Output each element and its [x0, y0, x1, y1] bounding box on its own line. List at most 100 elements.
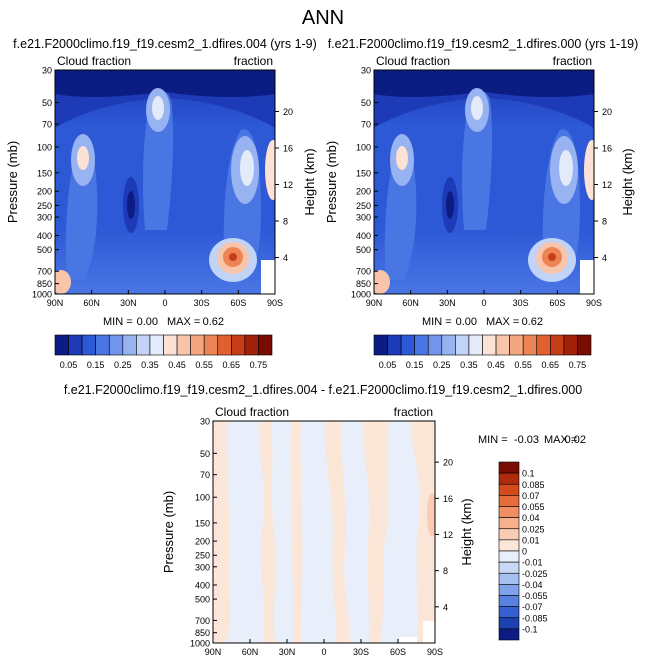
colorbar-swatch	[414, 334, 429, 356]
positive-anomaly-3	[290, 421, 303, 643]
colorbar-swatch	[387, 334, 402, 356]
positive-anomaly-1	[213, 421, 231, 643]
colorbar-label: -0.04	[522, 580, 543, 590]
colorbar-swatch	[176, 334, 191, 356]
colorbar-swatch	[400, 334, 415, 356]
panel-3-ylabel: Pressure (mb)	[161, 491, 176, 573]
subtropical-dry-core	[446, 191, 454, 219]
pressure-tick-label: 30	[200, 417, 210, 427]
pressure-tick-label: 300	[37, 213, 52, 223]
pressure-tick-label: 400	[195, 580, 210, 590]
colorbar-label: -0.085	[522, 613, 548, 623]
antarctic-terrain	[261, 260, 275, 294]
pressure-tick-label: 300	[195, 562, 210, 572]
panel-2-left-label: Cloud fraction	[376, 54, 450, 68]
panel-2-axes: 305070100150200250300400500700850100090N…	[351, 66, 612, 309]
panel-1-ylabel: Pressure (mb)	[5, 141, 20, 223]
pressure-tick-label: 100	[356, 142, 371, 152]
panel-1-axes: 305070100150200250300400500700850100090N…	[32, 66, 293, 309]
latitude-tick-label: 0	[321, 647, 326, 657]
arctic-low-cloud	[374, 270, 390, 294]
page-title: ANN	[302, 7, 344, 29]
panel-2-colorbar: 0.05 0.15 0.25 0.35 0.45 0.55 0.65 0.75	[373, 334, 592, 370]
latitude-tick-label: 30S	[353, 647, 369, 657]
sh-storm-track-core	[559, 150, 573, 186]
colorbar-swatch	[373, 334, 388, 356]
latitude-tick-label: 90N	[205, 647, 222, 657]
colorbar-swatch	[498, 528, 520, 541]
colorbar-swatch	[498, 561, 520, 574]
pressure-tick-label: 250	[195, 551, 210, 561]
panel-3-left-label: Cloud fraction	[215, 405, 289, 419]
height-tick-label: 4	[602, 253, 607, 263]
colorbar-swatch	[498, 550, 520, 563]
pressure-tick-label: 50	[200, 449, 210, 459]
panel-2-title: f.e21.F2000climo.f19_f19.cesm2_1.dfires.…	[328, 37, 639, 51]
colorbar-swatch	[190, 334, 205, 356]
missing-strip	[399, 637, 417, 643]
panel-2-max-value: 0.62	[522, 316, 543, 328]
colorbar-swatch	[455, 334, 470, 356]
pressure-tick-label: 100	[195, 493, 210, 503]
colorbar-swatch	[482, 334, 497, 356]
pressure-tick-label: 850	[195, 628, 210, 638]
colorbar-swatch	[498, 517, 520, 530]
pressure-tick-label: 400	[37, 231, 52, 241]
colorbar-label: 0.1	[522, 469, 535, 479]
panel-1-title: f.e21.F2000climo.f19_f19.cesm2_1.dfires.…	[13, 37, 317, 51]
colorbar-label: 0.55	[514, 360, 532, 370]
panel-2-max-label: MAX =	[486, 316, 519, 328]
colorbar-swatch	[498, 539, 520, 552]
latitude-tick-label: 30N	[120, 298, 137, 308]
colorbar-label: 0.55	[195, 360, 213, 370]
latitude-tick-label: 90S	[586, 298, 602, 308]
colorbar-swatch	[258, 334, 273, 356]
colorbar-label: 0.085	[522, 480, 545, 490]
panel-3-right-label: fraction	[394, 405, 433, 419]
colorbar-swatch	[81, 334, 96, 356]
pressure-tick-label: 200	[356, 187, 371, 197]
panel-1-max-value: 0.62	[203, 316, 224, 328]
colorbar-swatch	[536, 334, 551, 356]
pressure-tick-label: 1000	[32, 290, 52, 300]
panel-2-min-label: MIN =	[422, 316, 452, 328]
height-tick-label: 16	[443, 494, 453, 504]
pressure-tick-label: 1000	[351, 290, 371, 300]
colorbar-swatch	[498, 628, 520, 641]
colorbar-swatch	[498, 572, 520, 585]
colorbar-swatch	[550, 334, 565, 356]
panel-3-max-label: MAX =	[544, 434, 577, 446]
panel-3-field	[213, 421, 435, 643]
colorbar-label: 0.35	[141, 360, 159, 370]
tropical-high-cloud-core	[471, 96, 483, 120]
pressure-tick-label: 700	[356, 267, 371, 277]
panel-2-ylabel-right: Height (km)	[620, 148, 635, 215]
panel-1-colorbar: 0.05 0.15 0.25 0.35 0.45 0.55 0.65 0.75	[54, 334, 273, 370]
panel-1-field	[55, 70, 275, 294]
panel-1: f.e21.F2000climo.f19_f19.cesm2_1.dfires.…	[5, 37, 317, 370]
colorbar-swatch	[498, 617, 520, 630]
panel-2-ylabel: Pressure (mb)	[324, 141, 339, 223]
colorbar-label: 0.04	[522, 513, 540, 523]
latitude-tick-label: 60S	[230, 298, 246, 308]
pressure-tick-label: 150	[37, 168, 52, 178]
height-tick-label: 20	[443, 458, 453, 468]
positive-anomaly-4	[324, 421, 350, 643]
panel-3-min-value: -0.03	[514, 434, 539, 446]
pressure-tick-label: 250	[37, 201, 52, 211]
colorbar-label: -0.1	[522, 624, 538, 634]
pressure-tick-label: 850	[356, 279, 371, 289]
panel-1-min-label: MIN =	[103, 316, 133, 328]
positive-anomaly-6	[411, 421, 435, 643]
colorbar-label: 0.45	[487, 360, 505, 370]
height-tick-label: 12	[283, 180, 293, 190]
height-tick-label: 16	[602, 143, 612, 153]
colorbar-swatch	[54, 334, 69, 356]
colorbar-swatch	[522, 334, 538, 356]
height-tick-label: 4	[283, 253, 288, 263]
latitude-tick-label: 30N	[279, 647, 296, 657]
panel-2-field	[374, 70, 594, 294]
colorbar-swatch	[498, 472, 520, 485]
pressure-tick-label: 30	[361, 66, 371, 76]
colorbar-label: -0.025	[522, 569, 548, 579]
